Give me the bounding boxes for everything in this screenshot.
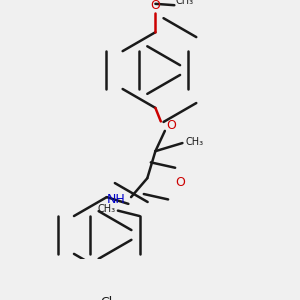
Text: CH₃: CH₃ [176,0,194,6]
Text: NH: NH [107,193,126,206]
Text: O: O [166,119,176,132]
Text: CH₃: CH₃ [97,204,115,214]
Text: Cl: Cl [100,296,113,300]
Text: CH₃: CH₃ [185,137,203,147]
Text: O: O [151,0,160,12]
Text: O: O [176,176,186,189]
